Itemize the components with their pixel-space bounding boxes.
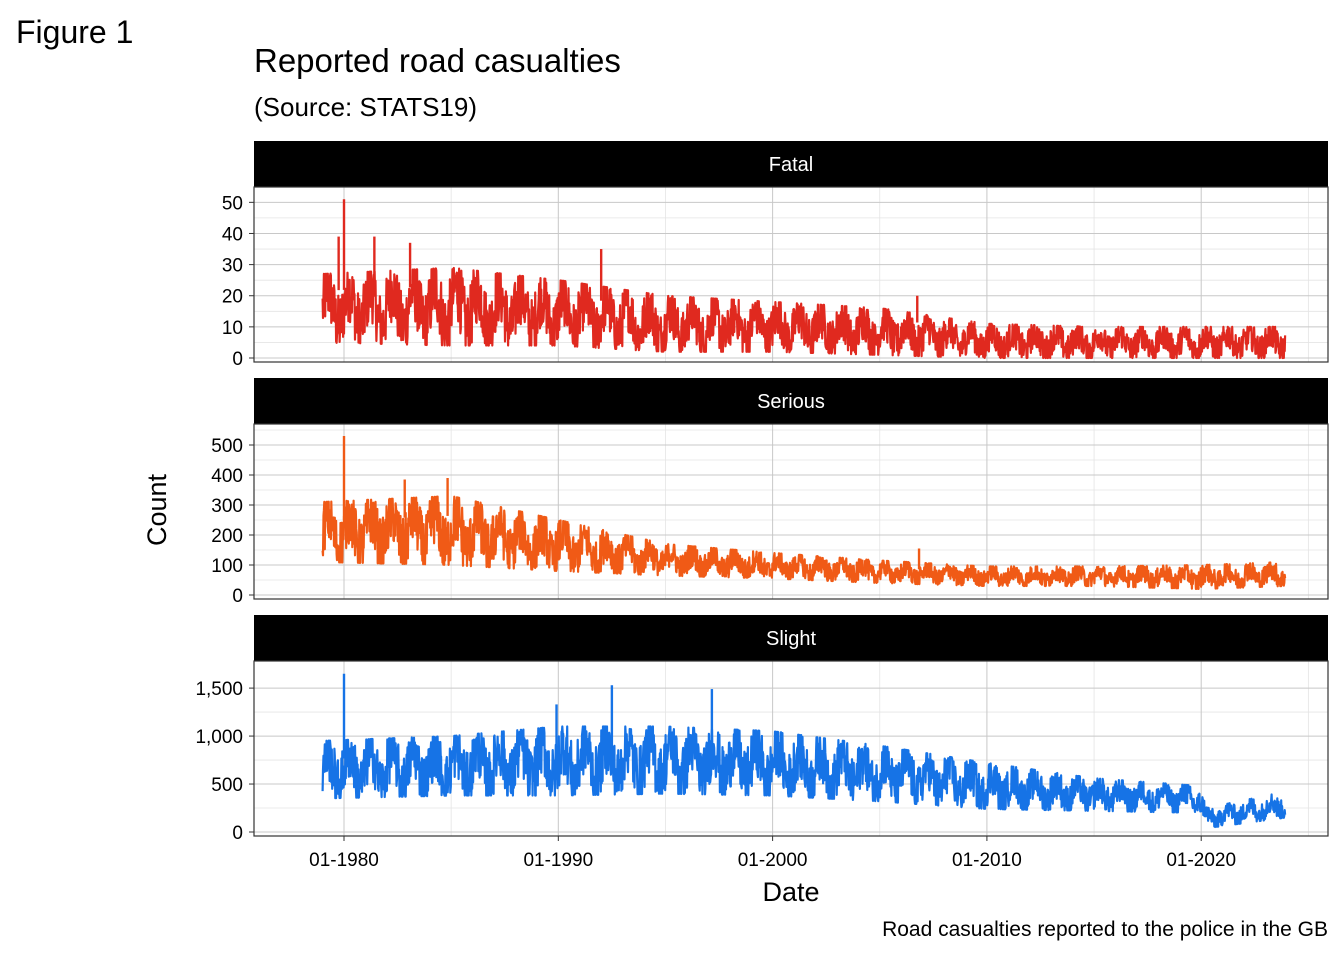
- y-tick-label: 200: [211, 526, 243, 547]
- y-tick-label: 100: [211, 556, 243, 577]
- chart-caption: Road casualties reported to the police i…: [882, 918, 1328, 941]
- chart-subtitle: (Source: STATS19): [254, 92, 477, 122]
- facet-strip-label: Serious: [757, 391, 825, 413]
- facet-strip-label: Fatal: [769, 154, 813, 176]
- facet-strip: [254, 378, 1328, 424]
- panel-fatal: Fatal 0 10 20 30 40 50: [222, 141, 1329, 370]
- x-tick-label: 01-1990: [523, 850, 593, 871]
- y-axis-title: Count: [142, 473, 172, 546]
- y-tick-label: 10: [222, 318, 243, 339]
- facet-strip: [254, 615, 1328, 661]
- y-tick-label: 20: [222, 287, 243, 308]
- y-tick-label: 0: [232, 349, 243, 370]
- chart-title: Reported road casualties: [254, 42, 621, 79]
- y-tick-label: 500: [211, 436, 243, 457]
- y-tick-label: 40: [222, 224, 243, 245]
- series-line-fatal: [321, 266, 1287, 360]
- series-line-serious: [321, 495, 1287, 590]
- y-tick-label: 1,000: [195, 727, 243, 748]
- y-tick-label: 1,500: [195, 679, 243, 700]
- panel-serious: Serious 0 100 200 300 400 500: [211, 378, 1329, 607]
- x-axis-title: Date: [762, 877, 819, 907]
- y-tick-label: 30: [222, 256, 243, 277]
- series-line-slight: [321, 725, 1287, 829]
- panel-slight: Slight 0 500 1,000 1,500: [195, 615, 1329, 844]
- panel-border: [253, 660, 1329, 837]
- x-tick-label: 01-2000: [738, 850, 808, 871]
- y-tick-label: 0: [232, 823, 243, 844]
- y-tick-label: 300: [211, 496, 243, 517]
- facet-strip-label: Slight: [766, 628, 816, 650]
- y-tick-label: 0: [232, 586, 243, 607]
- y-tick-label: 500: [211, 775, 243, 796]
- panel-border: [253, 423, 1329, 600]
- x-tick-label: 01-1980: [309, 850, 379, 871]
- panel-border: [253, 186, 1329, 363]
- x-tick-label: 01-2010: [952, 850, 1022, 871]
- facet-strip: [254, 141, 1328, 187]
- figure-label: Figure 1: [16, 14, 134, 50]
- y-tick-label: 50: [222, 193, 243, 214]
- y-tick-label: 400: [211, 466, 243, 487]
- x-tick-label: 01-2020: [1166, 850, 1236, 871]
